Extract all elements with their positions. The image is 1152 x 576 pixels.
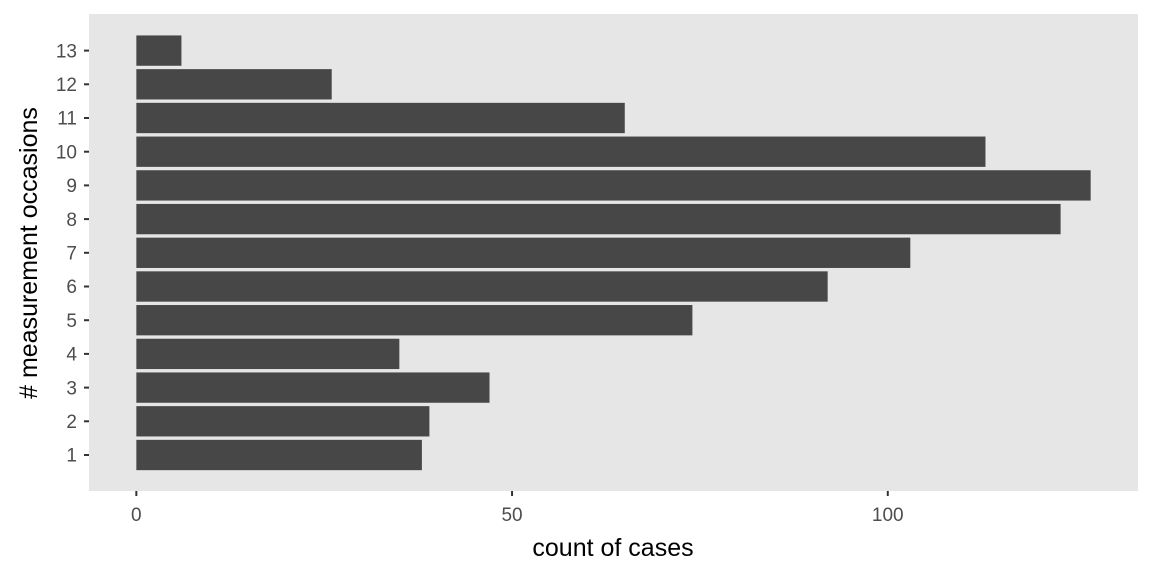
y-tick-label-7: 7 (66, 243, 77, 264)
x-tick-label-0: 0 (131, 505, 142, 526)
bar-1 (136, 439, 422, 471)
y-axis-title: # measurement occasions (15, 107, 43, 399)
bars-group (136, 35, 1091, 471)
bar-12 (136, 69, 332, 100)
bar-9 (136, 170, 1091, 201)
bar-7 (136, 237, 911, 268)
bar-13 (136, 35, 182, 66)
y-tick-label-13: 13 (56, 41, 77, 62)
x-tick-label-100: 100 (872, 505, 904, 526)
bar-6 (136, 271, 828, 302)
bar-11 (136, 102, 625, 134)
bar-10 (136, 136, 986, 167)
y-tick-label-9: 9 (66, 176, 77, 197)
bar-2 (136, 406, 430, 437)
bar-4 (136, 338, 400, 370)
bar-8 (136, 203, 1061, 235)
y-tick-label-8: 8 (66, 210, 77, 231)
bar-5 (136, 305, 693, 336)
y-tick-label-5: 5 (66, 311, 77, 332)
y-tick-label-4: 4 (66, 345, 77, 366)
x-axis-title: count of cases (532, 534, 693, 562)
y-tick-label-1: 1 (66, 446, 77, 467)
y-tick-label-6: 6 (66, 277, 77, 298)
y-tick-label-2: 2 (66, 412, 77, 433)
bar-3 (136, 372, 490, 403)
y-tick-label-3: 3 (66, 378, 77, 399)
y-tick-label-11: 11 (57, 109, 77, 130)
y-tick-label-12: 12 (56, 75, 77, 96)
x-tick-label-50: 50 (501, 505, 522, 526)
y-tick-label-10: 10 (56, 142, 77, 163)
x-axis: 0 50 100 (131, 491, 904, 526)
